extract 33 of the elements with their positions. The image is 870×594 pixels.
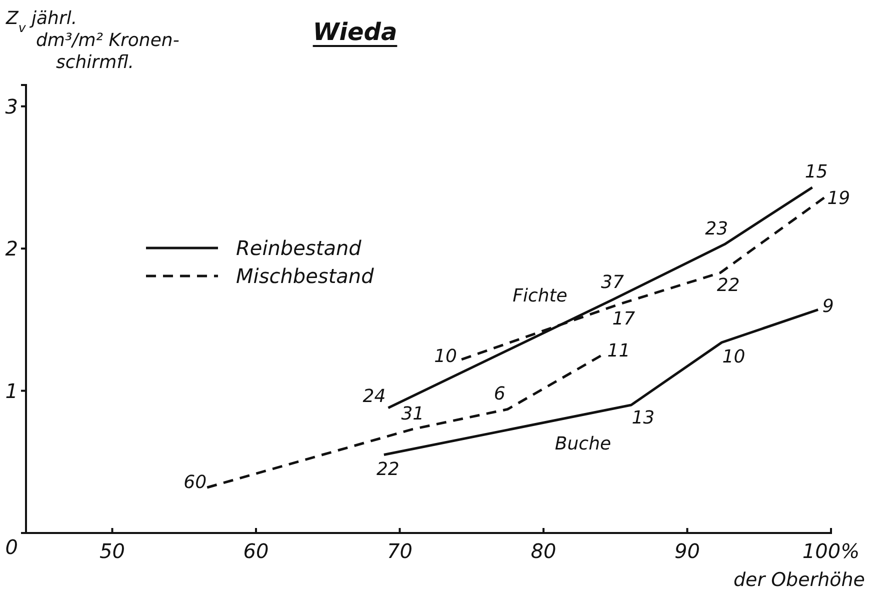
y-axis-title: Z$_{v}$ jährl. dm³/m² Kronen- schirmfl. [5, 8, 180, 73]
annotation: 13 [632, 407, 655, 428]
annotation: Buche [554, 433, 612, 454]
y-tick-label: 0 [5, 535, 18, 559]
annotation: 19 [827, 188, 850, 210]
annotation: 10 [434, 346, 458, 367]
annotation: 24 [362, 386, 386, 408]
x-tick-label: 70 [387, 539, 412, 563]
annotation: 37 [601, 272, 624, 294]
y-tick-label: 1 [5, 378, 18, 403]
annotation: Fichte [512, 285, 568, 306]
y-tick-label: 2 [5, 236, 18, 261]
annotation: 11 [607, 340, 630, 362]
x-tick-label: 60 [243, 539, 269, 563]
annotation: 17 [612, 308, 636, 330]
x-tick-label: 100% [802, 539, 860, 563]
annotation: 6 [494, 384, 506, 405]
annotation: 31 [401, 403, 424, 424]
annotation: 23 [705, 218, 728, 240]
x-axis-title: der Oberhöhe [733, 569, 865, 591]
y-tick-label: 3 [5, 94, 18, 118]
annotation: 10 [722, 346, 746, 368]
x-tick-label: 90 [674, 539, 700, 563]
annotation: 15 [804, 162, 828, 183]
legend-label: Mischbestand [236, 264, 374, 288]
legend-label: Reinbestand [236, 236, 362, 260]
chart-title: Wieda [312, 18, 398, 46]
x-tick-label: 80 [530, 539, 556, 563]
annotation: 22 [716, 275, 740, 296]
x-tick-label: 50 [100, 539, 125, 563]
annotation: 9 [822, 296, 834, 318]
annotation: 22 [376, 459, 400, 480]
annotation: 60 [184, 472, 207, 493]
